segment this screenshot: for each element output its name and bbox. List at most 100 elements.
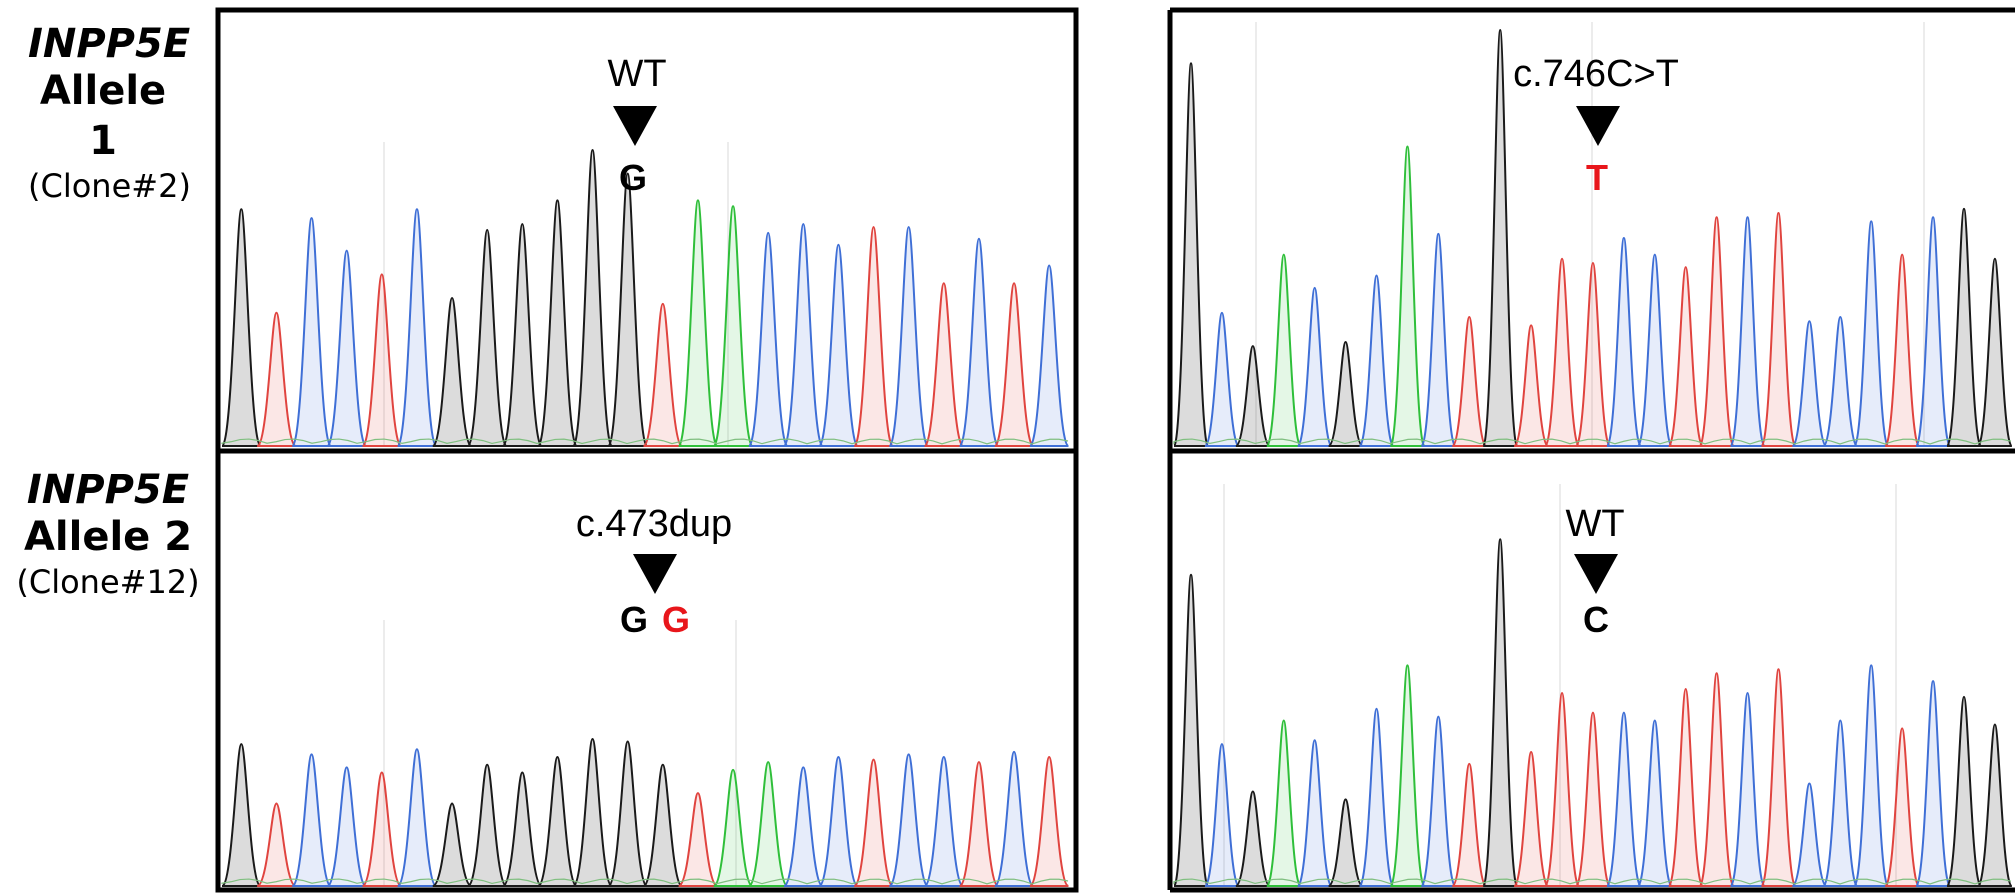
peak-C bbox=[1420, 232, 1457, 447]
peak-G bbox=[607, 172, 648, 447]
peak-T bbox=[1884, 253, 1921, 447]
peak-C bbox=[1636, 719, 1673, 887]
peak-C bbox=[326, 766, 367, 887]
peak-C bbox=[783, 766, 824, 887]
peak-C bbox=[888, 225, 929, 447]
marker-arrow bbox=[633, 554, 677, 594]
peak-C bbox=[1203, 311, 1240, 447]
peak-C bbox=[1636, 253, 1673, 447]
peak-A bbox=[1389, 145, 1426, 447]
peak-G bbox=[537, 755, 578, 887]
clone-label: (Clone#2) bbox=[28, 167, 191, 205]
peak-A bbox=[1389, 664, 1426, 887]
peak-G bbox=[466, 763, 508, 887]
peak-C bbox=[993, 750, 1035, 887]
peak-C bbox=[396, 208, 438, 447]
peak-T bbox=[1451, 762, 1488, 887]
peak-C bbox=[1729, 216, 1766, 447]
peak-A bbox=[712, 205, 754, 447]
clone-label: (Clone#12) bbox=[16, 563, 200, 601]
peak-G bbox=[572, 737, 613, 887]
peak-T bbox=[361, 273, 403, 447]
peak-T bbox=[1884, 727, 1921, 887]
peak-G bbox=[537, 199, 578, 447]
peak-T bbox=[1544, 691, 1581, 887]
peak-C bbox=[923, 755, 965, 887]
peak-C bbox=[326, 249, 367, 447]
marker-arrow bbox=[1574, 554, 1618, 594]
base-call-duplicated: G bbox=[662, 599, 690, 640]
panel-allele1-left: WT G bbox=[221, 53, 1070, 447]
trace-peaks bbox=[221, 620, 1070, 887]
base-call: G bbox=[620, 599, 648, 640]
peak-G bbox=[221, 208, 262, 447]
peak-G bbox=[642, 763, 684, 887]
peak-T bbox=[361, 771, 403, 887]
mutation-annotation: WT bbox=[607, 53, 666, 95]
peak-C bbox=[783, 222, 824, 447]
trace-peaks bbox=[1173, 22, 2013, 447]
peak-A bbox=[677, 199, 719, 447]
peak-C bbox=[958, 237, 1000, 447]
peak-C bbox=[747, 231, 789, 447]
peak-T bbox=[1760, 668, 1797, 887]
base-call: C bbox=[1583, 599, 1609, 640]
peak-T bbox=[1028, 755, 1070, 887]
peak-T bbox=[1574, 711, 1611, 887]
marker-arrow bbox=[613, 106, 657, 146]
peak-C bbox=[818, 243, 859, 447]
peak-T bbox=[1760, 212, 1797, 447]
peak-A bbox=[712, 768, 754, 887]
peak-C bbox=[1605, 236, 1642, 447]
peak-C bbox=[1915, 216, 1952, 447]
peak-T bbox=[1667, 687, 1704, 887]
peak-G bbox=[221, 743, 262, 887]
peak-A bbox=[747, 761, 789, 887]
peak-C bbox=[1822, 316, 1859, 447]
peak-G bbox=[1234, 790, 1271, 887]
peak-C bbox=[291, 217, 332, 447]
peak-C bbox=[1028, 264, 1070, 447]
peak-C bbox=[1358, 274, 1395, 447]
peak-T bbox=[1513, 751, 1550, 887]
peak-T bbox=[853, 758, 894, 887]
peak-G bbox=[502, 222, 543, 447]
peak-C bbox=[1729, 691, 1766, 887]
peak-T bbox=[1667, 266, 1704, 447]
peak-C bbox=[1605, 711, 1642, 887]
baseline-noise bbox=[1173, 878, 2012, 885]
peak-A bbox=[1265, 719, 1302, 887]
peak-C bbox=[1420, 715, 1457, 887]
peak-C bbox=[396, 748, 438, 887]
peak-G bbox=[1976, 723, 2013, 887]
peak-T bbox=[642, 302, 684, 447]
gene-name: INPP5E bbox=[28, 21, 191, 67]
mutation-annotation: c.473dup bbox=[576, 503, 732, 545]
peak-C bbox=[1358, 707, 1395, 887]
peak-C bbox=[1853, 220, 1890, 447]
mutation-annotation: c.746C>T bbox=[1513, 53, 1679, 95]
peak-C bbox=[1203, 743, 1240, 887]
peak-G bbox=[1946, 695, 1982, 887]
peak-G bbox=[1173, 573, 1209, 887]
peak-C bbox=[1822, 719, 1859, 887]
peak-G bbox=[1482, 538, 1519, 887]
peak-T bbox=[1698, 672, 1735, 887]
allele-label: Allele 2 bbox=[23, 514, 193, 560]
peak-C bbox=[291, 753, 332, 887]
peak-T bbox=[256, 802, 297, 887]
baseline-noise bbox=[221, 438, 1069, 445]
peak-T bbox=[993, 282, 1035, 447]
peak-C bbox=[1791, 320, 1828, 447]
panel-allele2-right: WT C bbox=[1173, 484, 2013, 887]
trace-peaks bbox=[1173, 484, 2013, 887]
panel-allele1-right: c.746C>T T bbox=[1173, 22, 2013, 447]
peak-G bbox=[1234, 345, 1271, 447]
peak-G bbox=[431, 296, 473, 447]
baseline-noise bbox=[221, 878, 1069, 885]
peak-T bbox=[677, 792, 719, 887]
peak-T bbox=[1698, 216, 1735, 447]
peak-G bbox=[607, 740, 648, 887]
